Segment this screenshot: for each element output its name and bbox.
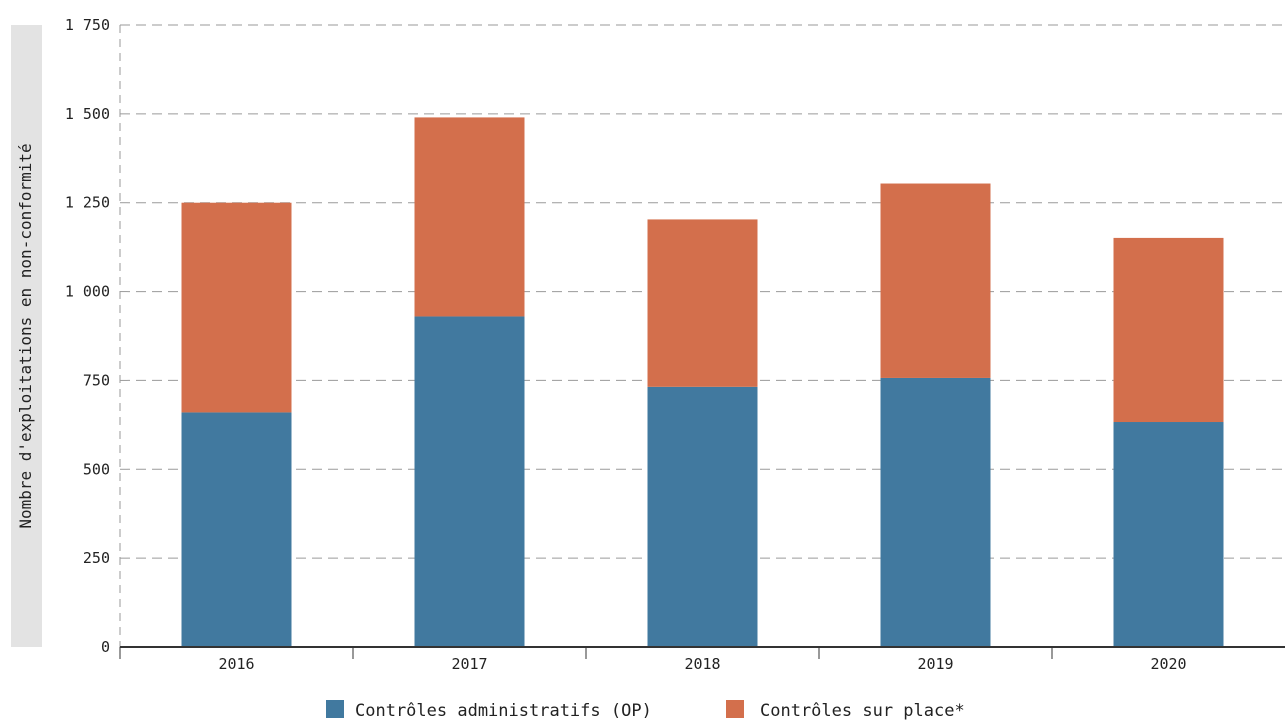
y-tick-label: 0	[101, 638, 110, 656]
bar-segment	[647, 386, 758, 647]
bar-segment	[181, 202, 292, 413]
x-tick-label: 2020	[1150, 655, 1186, 673]
legend-label: Contrôles sur place*	[760, 701, 965, 721]
ylabel-background	[11, 25, 42, 647]
legend-swatch	[326, 700, 344, 718]
bar-segment	[880, 377, 991, 647]
y-tick-label: 1 500	[65, 105, 110, 123]
legend: Contrôles administratifs (OP) Contrôles s…	[326, 700, 965, 721]
bars	[181, 117, 1224, 647]
bar-segment	[414, 316, 525, 647]
y-tick-label: 750	[83, 371, 110, 389]
bar-segment	[414, 117, 525, 317]
bar-segment	[181, 412, 292, 647]
x-tick-label: 2016	[218, 655, 254, 673]
bar-segment	[880, 183, 991, 378]
bar-segment	[1113, 422, 1224, 647]
y-tick-label: 1 250	[65, 194, 110, 212]
legend-label: Contrôles administratifs (OP)	[355, 701, 652, 721]
y-axis-label: Nombre d'exploitations en non-conformité	[16, 143, 35, 528]
axes: 0 250 500 750 1 000 1 250 1 500 1 750 2016 2017 20…	[65, 16, 1285, 673]
bar-segment	[647, 219, 758, 387]
y-tick-label: 500	[83, 460, 110, 478]
y-tick-label: 250	[83, 549, 110, 567]
bar-segment	[1113, 237, 1224, 423]
y-tick-label: 1 000	[65, 283, 110, 301]
legend-swatch	[726, 700, 744, 718]
x-tick-label: 2017	[451, 655, 487, 673]
x-tick-label: 2018	[684, 655, 720, 673]
x-tick-label: 2019	[917, 655, 953, 673]
y-tick-label: 1 750	[65, 16, 110, 34]
